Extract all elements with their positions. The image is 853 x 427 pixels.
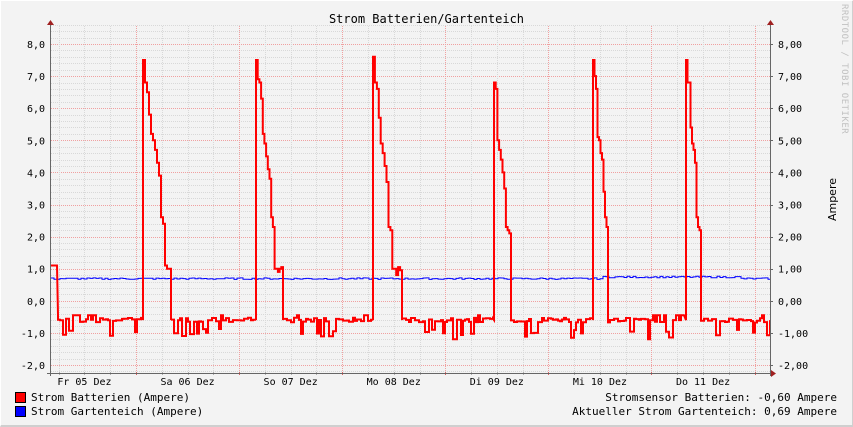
svg-text:3,0: 3,0: [27, 201, 45, 212]
svg-text:2,00: 2,00: [778, 233, 802, 244]
legend-item-batterien: Strom Batterien (Ampere): [15, 391, 190, 404]
legend-label: Strom Gartenteich (Ampere): [31, 405, 204, 418]
svg-text:7,0: 7,0: [27, 72, 45, 83]
axes: [47, 20, 776, 377]
chart-title: Strom Batterien/Gartenteich: [328, 12, 525, 26]
svg-text:Di 09 Dez: Di 09 Dez: [470, 377, 524, 388]
svg-text:5,00: 5,00: [778, 136, 802, 147]
svg-text:Do 11 Dez: Do 11 Dez: [676, 377, 730, 388]
svg-text:3,00: 3,00: [778, 201, 802, 212]
svg-text:-1,00: -1,00: [778, 329, 808, 340]
svg-text:6,00: 6,00: [778, 104, 802, 115]
svg-text:5,0: 5,0: [27, 136, 45, 147]
svg-text:-2,0: -2,0: [21, 361, 45, 372]
svg-text:So 07 Dez: So 07 Dez: [264, 377, 318, 388]
svg-text:0,00: 0,00: [778, 297, 802, 308]
svg-text:1,0: 1,0: [27, 265, 45, 276]
svg-text:2,0: 2,0: [27, 233, 45, 244]
svg-text:-2,00: -2,00: [778, 361, 808, 372]
stat-gartenteich: Aktueller Strom Gartenteich: 0,69 Ampere: [572, 405, 837, 418]
svg-text:4,0: 4,0: [27, 168, 45, 179]
svg-text:-1,0: -1,0: [21, 329, 45, 340]
svg-text:1,00: 1,00: [778, 265, 802, 276]
svg-text:Mi 10 Dez: Mi 10 Dez: [573, 377, 627, 388]
series-gartenteich-line: [51, 275, 771, 280]
svg-text:8,0: 8,0: [27, 40, 45, 51]
legend-label: Strom Batterien (Ampere): [31, 391, 190, 404]
x-axis-ticks: Fr 05 Dez Sa 06 Dez So 07 Dez Mo 08 Dez Di 0…: [57, 377, 730, 388]
svg-text:8,00: 8,00: [778, 40, 802, 51]
series-batterien-line: [51, 55, 771, 341]
stat-batterien: Stromsensor Batterien: -0,60 Ampere: [605, 391, 837, 404]
svg-text:7,00: 7,00: [778, 72, 802, 83]
svg-text:4,00: 4,00: [778, 168, 802, 179]
y-axis-ticks: 8,0 7,0 6,0 5,0 4,0 3,0 2,0 1,0 0,0 -1,0 -2,0 8,00 7…: [21, 40, 808, 372]
svg-text:6,0: 6,0: [27, 104, 45, 115]
legend-swatch-blue: [15, 406, 26, 417]
svg-text:0,0: 0,0: [27, 297, 45, 308]
svg-text:Sa 06 Dez: Sa 06 Dez: [160, 377, 214, 388]
legend-swatch-red: [15, 392, 26, 403]
watermark: RRDTOOL / TOBI OETIKER: [839, 4, 849, 135]
legend-item-gartenteich: Strom Gartenteich (Ampere): [15, 405, 203, 418]
svg-text:Mo 08 Dez: Mo 08 Dez: [367, 377, 421, 388]
svg-text:Fr 05 Dez: Fr 05 Dez: [57, 377, 111, 388]
